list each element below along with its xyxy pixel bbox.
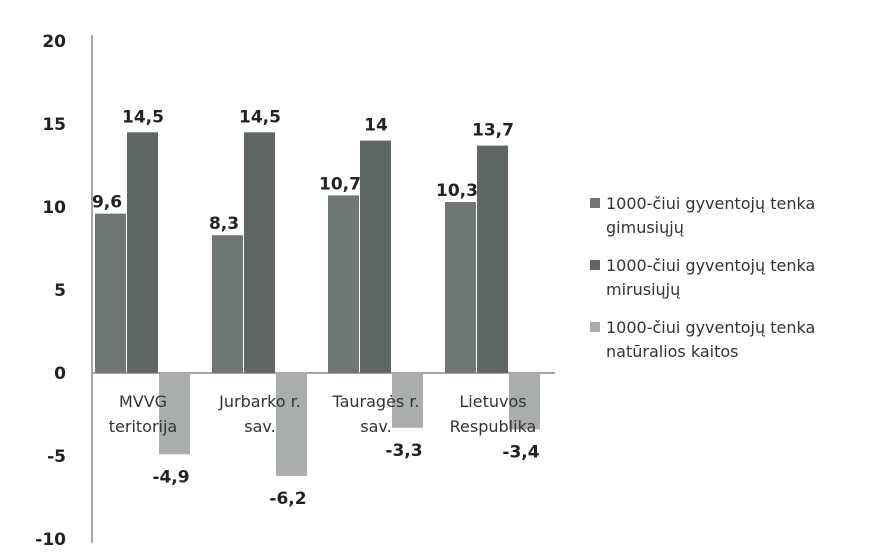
legend-label: 1000-čiui gyventojų tenka natūralios kai…	[606, 318, 816, 361]
y-tick-label: 5	[54, 281, 66, 301]
category-label: Tauragės r.	[331, 392, 419, 411]
bar	[127, 132, 158, 373]
bar	[328, 195, 359, 373]
data-label: 10,3	[436, 181, 478, 201]
legend-swatch	[590, 260, 600, 270]
bar	[360, 140, 391, 373]
chart-legend: 1000-čiui gyventojų tenka gimusiųjų 1000-…	[590, 192, 870, 378]
data-label: 9,6	[92, 193, 122, 213]
data-label: -4,9	[152, 467, 189, 487]
bar	[392, 373, 423, 428]
y-tick-label: 15	[42, 115, 66, 135]
legend-item: 1000-čiui gyventojų tenka mirusiųjų	[590, 254, 870, 302]
legend-item: 1000-čiui gyventojų tenka gimusiųjų	[590, 192, 870, 240]
y-tick-label: -5	[47, 447, 66, 467]
chart-category-labels: MVVG teritorija Jurbarko r. sav. Tauragės r.…	[109, 392, 537, 436]
legend-item: 1000-čiui gyventojų tenka natūralios kai…	[590, 316, 870, 364]
data-label: -3,3	[385, 441, 422, 461]
data-label: -6,2	[269, 489, 306, 509]
category-label: Jurbarko r.	[218, 392, 301, 411]
legend-swatch	[590, 322, 600, 332]
category-label: teritorija	[109, 417, 177, 436]
data-label: -3,4	[502, 442, 539, 462]
legend-label: 1000-čiui gyventojų tenka gimusiųjų	[606, 194, 816, 237]
bar	[212, 235, 243, 373]
bar	[276, 373, 307, 476]
category-label: MVVG	[119, 392, 167, 411]
category-label: sav.	[244, 417, 275, 436]
data-label: 14,5	[122, 107, 164, 127]
data-label: 10,7	[319, 174, 361, 194]
legend-label: 1000-čiui gyventojų tenka mirusiųjų	[606, 256, 816, 299]
bar	[477, 145, 508, 373]
category-label: Lietuvos	[459, 392, 526, 411]
legend-swatch	[590, 198, 600, 208]
data-label: 8,3	[209, 214, 239, 234]
y-tick-label: 20	[42, 32, 66, 52]
data-label: 14	[364, 116, 388, 136]
y-tick-label: -10	[35, 530, 66, 550]
bar	[244, 132, 275, 373]
data-label: 13,7	[472, 121, 514, 141]
chart-data-labels: 9,6 14,5 -4,9 8,3 14,5 -6,2 10,7 14 -3,3 10,3 13,7…	[92, 107, 540, 509]
category-label: Respublika	[450, 417, 537, 436]
chart-bars	[95, 132, 540, 476]
y-tick-label: 0	[54, 364, 66, 384]
category-label: sav.	[360, 417, 391, 436]
data-label: 14,5	[239, 107, 281, 127]
bar	[159, 373, 190, 455]
y-tick-label: 10	[42, 198, 66, 218]
bar	[509, 373, 540, 430]
bar	[95, 213, 126, 373]
bar	[445, 202, 476, 373]
